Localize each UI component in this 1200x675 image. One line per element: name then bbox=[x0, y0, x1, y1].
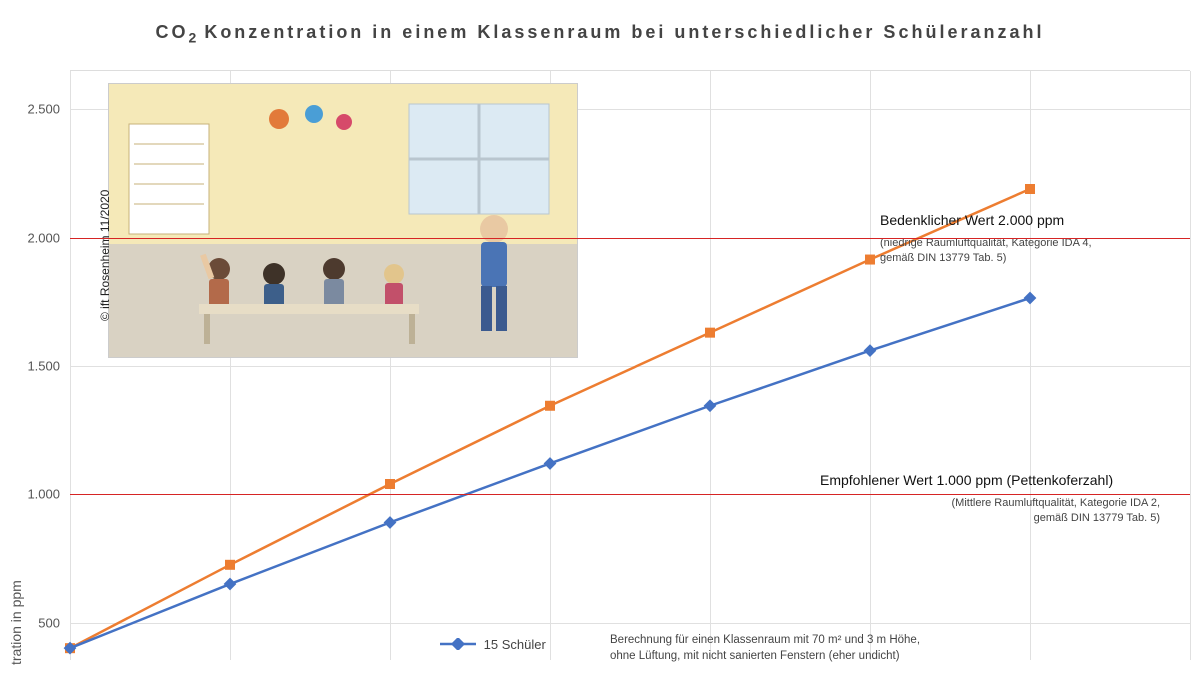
chart-container: CO2 Konzentration in einem Klassenraum b… bbox=[0, 0, 1200, 675]
classroom-photo bbox=[108, 83, 578, 358]
annotation-upper-sub2: gemäß DIN 13779 Tab. 5) bbox=[880, 251, 1160, 266]
classroom-illustration bbox=[109, 84, 578, 358]
series-marker bbox=[865, 255, 875, 265]
series-marker bbox=[385, 479, 395, 489]
y-tick-label: 1.500 bbox=[10, 359, 60, 374]
annotation-lower-sub1: (Mittlere Raumluftqualität, Kategorie ID… bbox=[820, 496, 1160, 511]
footnote: Berechnung für einen Klassenraum mit 70 … bbox=[610, 633, 1040, 664]
series-marker bbox=[545, 401, 555, 411]
annotation-upper-head: Bedenklicher Wert 2.000 ppm bbox=[880, 211, 1160, 230]
series-marker bbox=[864, 344, 877, 357]
y-tick-label: 2.000 bbox=[10, 230, 60, 245]
annotation-lower-head: Empfohlener Wert 1.000 ppm (Pettenkoferz… bbox=[820, 471, 1160, 490]
series-marker bbox=[704, 399, 717, 412]
series-marker bbox=[705, 328, 715, 338]
y-tick-label: 2.500 bbox=[10, 102, 60, 117]
series-marker bbox=[544, 457, 557, 470]
reference-line bbox=[70, 494, 1190, 495]
footnote-line1: Berechnung für einen Klassenraum mit 70 … bbox=[610, 633, 1040, 649]
chart-title: CO2 Konzentration in einem Klassenraum b… bbox=[0, 22, 1200, 46]
grid-vertical bbox=[1190, 71, 1191, 660]
series-marker bbox=[1024, 292, 1037, 305]
legend-blue-label: 15 Schüler bbox=[484, 637, 546, 652]
legend-row: 15 Schüler bbox=[440, 636, 546, 654]
y-tick-label: 1.000 bbox=[10, 487, 60, 502]
footnote-line2: ohne Lüftung, mit nicht sanierten Fenste… bbox=[610, 649, 1040, 665]
annotation-lower-sub2: gemäß DIN 13779 Tab. 5) bbox=[820, 511, 1160, 526]
copyright-text: © ift Rosenheim 11/2020 bbox=[98, 190, 112, 321]
y-tick-label: 500 bbox=[10, 615, 60, 630]
annotation-lower: Empfohlener Wert 1.000 ppm (Pettenkoferz… bbox=[820, 471, 1160, 526]
legend-blue-marker bbox=[440, 637, 476, 655]
reference-line bbox=[70, 238, 1190, 239]
series-marker bbox=[224, 578, 237, 591]
series-marker bbox=[1025, 184, 1035, 194]
title-pre: CO bbox=[156, 22, 189, 42]
plot-area: 5001.0001.5002.0002.500 bbox=[70, 70, 1190, 660]
title-post: Konzentration in einem Klassenraum bei u… bbox=[196, 22, 1044, 42]
series-marker bbox=[384, 516, 397, 529]
series-marker bbox=[225, 560, 235, 570]
